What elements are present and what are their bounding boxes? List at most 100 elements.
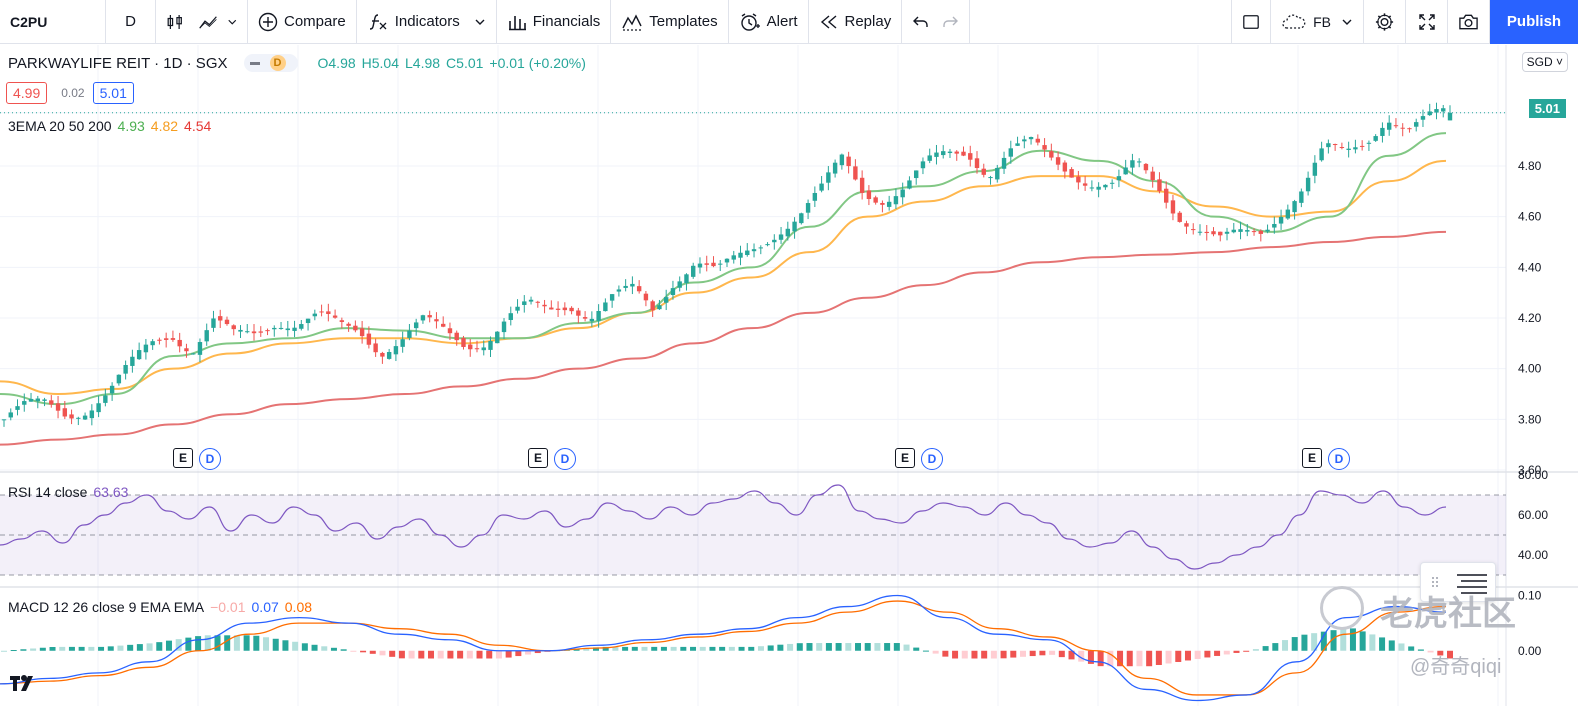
fullscreen-button[interactable]: [1406, 0, 1448, 44]
financials-button[interactable]: Financials: [497, 0, 612, 44]
indicators-button[interactable]: Indicators: [357, 0, 497, 44]
macd-histogram-bar: [1117, 650, 1124, 667]
candle-body: [549, 307, 554, 310]
snapshot-button[interactable]: [1448, 0, 1490, 44]
dividend-marker[interactable]: D: [554, 448, 576, 470]
candle-body: [1285, 209, 1291, 219]
candle-body: [272, 327, 277, 330]
dividend-marker[interactable]: D: [921, 448, 943, 470]
object-tree-button[interactable]: [1420, 562, 1496, 602]
price-axes[interactable]: 3.60 3.80 4.00 4.20 4.40 4.60 4.80 40.00 60.00 80…: [1518, 159, 1548, 658]
candle-body: [447, 328, 453, 334]
candle-body: [636, 286, 642, 292]
candle-body: [691, 265, 696, 277]
candle-body: [386, 352, 392, 359]
price-tick-label: 4.00: [1518, 362, 1542, 376]
area-chart-icon: [198, 15, 217, 28]
earnings-marker[interactable]: E: [895, 448, 915, 468]
rsi-legend: RSI 14 close 63.63: [8, 484, 134, 500]
candle-body: [1164, 188, 1169, 203]
macd-histogram-bar: [864, 643, 871, 651]
candle-body: [941, 151, 946, 156]
candle-body: [832, 162, 838, 174]
symbol-search-button[interactable]: C2PU: [0, 0, 106, 44]
candle-body: [62, 408, 68, 417]
candle-body: [724, 258, 730, 263]
candle-body: [792, 221, 797, 232]
candle-body: [711, 262, 716, 267]
macd-histogram-bar: [1398, 643, 1405, 651]
price-tick-label: 4.80: [1518, 159, 1542, 173]
rsi-pane: [0, 484, 1506, 576]
earnings-marker[interactable]: E: [528, 448, 548, 468]
cloud-layout-button[interactable]: FB: [1271, 0, 1364, 44]
candle-body: [1022, 139, 1027, 142]
macd-histogram-bar: [447, 650, 454, 659]
publish-button[interactable]: Publish: [1490, 0, 1578, 44]
candle-body: [528, 299, 534, 302]
candle-body: [609, 294, 615, 301]
candle-body: [805, 203, 811, 213]
rewind-icon: [820, 14, 836, 29]
macd-pane: [0, 594, 1453, 702]
candle-body: [1258, 230, 1264, 234]
ema-50-value: 4.82: [150, 118, 179, 134]
layout-select-button[interactable]: [1231, 0, 1272, 44]
macd-histogram-bar: [1233, 650, 1240, 653]
redo-icon[interactable]: [941, 13, 959, 31]
macd-histogram-bar: [233, 635, 240, 651]
chart-type-button[interactable]: [156, 0, 248, 44]
candle-body: [326, 311, 331, 315]
candle-body: [1157, 179, 1162, 192]
candle-body: [89, 410, 95, 419]
candle-body: [150, 341, 155, 346]
candle-body: [265, 330, 270, 332]
macd-histogram-bar: [107, 646, 114, 651]
candle-body: [312, 313, 318, 317]
bid-price[interactable]: 4.99: [6, 82, 48, 104]
macd-histogram-bar: [777, 644, 784, 651]
candle-body: [1251, 231, 1257, 233]
candle-body: [1089, 187, 1095, 189]
earnings-marker[interactable]: E: [1302, 448, 1322, 468]
ask-price[interactable]: 5.01: [92, 82, 134, 104]
candle-body: [785, 228, 791, 237]
dividend-marker[interactable]: D: [1328, 448, 1350, 470]
macd-histogram-bar: [913, 647, 920, 651]
compare-button[interactable]: Compare: [248, 0, 357, 44]
settings-button[interactable]: [1364, 0, 1406, 44]
macd-histogram-bar: [1447, 650, 1453, 659]
candle-body: [765, 244, 770, 246]
candle-body: [42, 399, 47, 401]
candle-body: [1109, 182, 1115, 184]
replay-button[interactable]: Replay: [809, 0, 903, 44]
candle-body: [974, 158, 980, 169]
templates-button[interactable]: Templates: [611, 0, 729, 44]
currency-select[interactable]: SGD ˅: [1521, 52, 1568, 72]
undo-icon[interactable]: [912, 13, 930, 31]
interval-button[interactable]: D: [106, 0, 156, 44]
macd-histogram-bar: [68, 646, 75, 651]
dividend-marker[interactable]: D: [199, 448, 221, 470]
rsi-line: [0, 484, 1447, 570]
earnings-marker[interactable]: E: [173, 448, 193, 468]
alert-button[interactable]: Alert: [729, 0, 809, 44]
macd-histogram-bar: [243, 635, 250, 651]
candle-body: [663, 297, 669, 303]
candle-body: [704, 263, 709, 265]
candle-body: [1136, 161, 1142, 163]
candle-body: [400, 339, 405, 347]
indicators-label: Indicators: [394, 13, 460, 30]
ohlc-high: H5.04: [361, 55, 399, 71]
macd-histogram-bar: [204, 635, 211, 651]
candle-body: [163, 338, 169, 340]
macd-histogram-bar: [98, 646, 105, 651]
macd-histogram-bar: [292, 641, 299, 651]
market-status-badge[interactable]: D: [243, 54, 298, 72]
candle-body: [853, 166, 858, 180]
chart-canvas[interactable]: 3.60 3.80 4.00 4.20 4.40 4.60 4.80 40.00 60.00 80…: [0, 45, 1578, 706]
